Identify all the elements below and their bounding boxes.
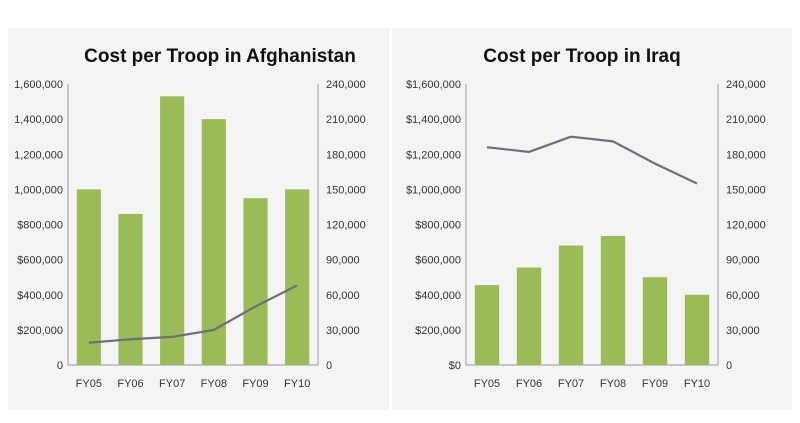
bar-fy08 — [601, 236, 625, 365]
bar-fy10 — [285, 189, 309, 365]
right-axis-tick-label: 150,000 — [326, 184, 366, 196]
left-axis-tick-label: $200,000 — [17, 325, 63, 337]
chart-title: Cost per Troop in Iraq — [483, 46, 680, 67]
chart-panel-1: Cost per Troop in Afghanistan 0 $200,000 $4… — [8, 28, 390, 410]
left-axis-tick-label: $800,000 — [415, 220, 461, 232]
bar-fy09 — [243, 198, 267, 365]
charts-canvas: Cost per Troop in Afghanistan 0 $200,000 $4… — [0, 0, 800, 423]
bar-fy08 — [202, 119, 226, 365]
right-axis-tick-label: 0 — [726, 360, 732, 372]
left-axis-tick-label: $1,600,000 — [406, 79, 461, 91]
left-axis-tick-label: $600,000 — [415, 255, 461, 267]
right-axis-tick-label: 240,000 — [726, 79, 766, 91]
category-label: FY05 — [76, 378, 102, 390]
left-axis-tick-label: $400,000 — [415, 290, 461, 302]
category-label: FY08 — [201, 378, 227, 390]
right-axis-tick-label: 60,000 — [326, 290, 360, 302]
right-axis-tick-label: 180,000 — [326, 149, 366, 161]
left-axis-tick-label: $200,000 — [415, 325, 461, 337]
bar-fy06 — [517, 268, 541, 365]
category-label: FY09 — [642, 378, 668, 390]
chart-title: Cost per Troop in Afghanistan — [84, 46, 356, 67]
chart-panel-2: Cost per Troop in Iraq $0 $200,000 $400,000… — [392, 28, 792, 410]
bar-fy09 — [643, 277, 667, 365]
left-axis-tick-label: $1,000,000 — [406, 184, 461, 196]
left-axis-tick-label: 1,600,000 — [14, 79, 63, 91]
right-axis-tick-label: 240,000 — [326, 79, 366, 91]
right-axis-tick-label: 30,000 — [326, 325, 360, 337]
right-axis-tick-label: 210,000 — [326, 114, 366, 126]
right-axis-tick-label: 120,000 — [326, 220, 366, 232]
left-axis-tick-label: 1,000,000 — [14, 184, 63, 196]
left-axis-tick-label: 1,400,000 — [14, 114, 63, 126]
left-axis-tick-label: $1,200,000 — [406, 149, 461, 161]
left-axis-tick-label: $600,000 — [17, 255, 63, 267]
right-axis-tick-label: 0 — [326, 360, 332, 372]
right-axis-tick-label: 210,000 — [726, 114, 766, 126]
right-axis-tick-label: 120,000 — [726, 220, 766, 232]
bar-fy05 — [77, 189, 101, 365]
category-label: FY09 — [242, 378, 268, 390]
bar-fy07 — [559, 246, 583, 365]
bar-fy05 — [475, 285, 499, 365]
category-label: FY10 — [684, 378, 710, 390]
left-axis-tick-label: $0 — [449, 360, 461, 372]
left-axis-tick-label: 1,200,000 — [14, 149, 63, 161]
category-label: FY06 — [516, 378, 542, 390]
category-label: FY06 — [117, 378, 143, 390]
category-label: FY07 — [159, 378, 185, 390]
left-axis-tick-label: $1,400,000 — [406, 114, 461, 126]
bar-fy06 — [118, 214, 142, 365]
left-axis-tick-label: $400,000 — [17, 290, 63, 302]
bar-fy07 — [160, 96, 184, 365]
left-axis-tick-label: 0 — [57, 360, 63, 372]
right-axis-tick-label: 180,000 — [726, 149, 766, 161]
category-label: FY10 — [284, 378, 310, 390]
right-axis-tick-label: 90,000 — [726, 255, 760, 267]
category-label: FY08 — [600, 378, 626, 390]
right-axis-tick-label: 150,000 — [726, 184, 766, 196]
right-axis-tick-label: 30,000 — [726, 325, 760, 337]
category-label: FY07 — [558, 378, 584, 390]
left-axis-tick-label: $800,000 — [17, 220, 63, 232]
right-axis-tick-label: 90,000 — [326, 255, 360, 267]
right-axis-tick-label: 60,000 — [726, 290, 760, 302]
category-label: FY05 — [474, 378, 500, 390]
bar-fy10 — [685, 295, 709, 365]
